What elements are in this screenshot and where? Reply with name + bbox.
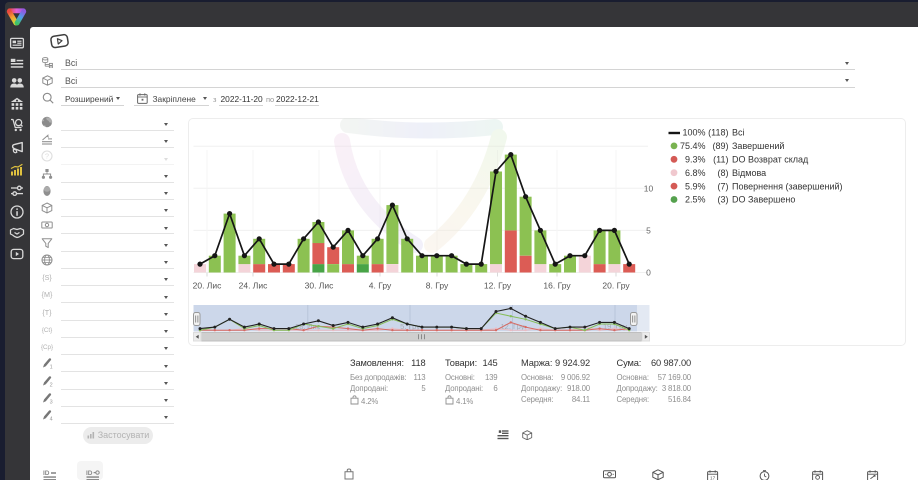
svg-text:{Cp}: {Cp} <box>41 344 53 351</box>
svg-text:Відмова: Відмова <box>732 168 766 178</box>
svg-text:ID: ID <box>43 470 50 477</box>
svg-text:0: 0 <box>646 268 651 278</box>
svg-text:4: 4 <box>50 417 53 422</box>
svg-text:100%: 100% <box>682 128 705 138</box>
svg-text:ID: ID <box>86 470 93 477</box>
svg-text:8. Гру: 8. Гру <box>426 281 449 291</box>
svg-text:6.8%: 6.8% <box>685 168 706 178</box>
svg-text:19. Гру: 19. Гру <box>603 322 627 331</box>
svg-text:12. Гру: 12. Гру <box>501 322 525 331</box>
svg-text:?: ? <box>45 152 49 161</box>
svg-text:{S}: {S} <box>42 273 52 282</box>
svg-text:20. Гру: 20. Гру <box>602 281 630 291</box>
svg-text:5: 5 <box>646 225 651 235</box>
svg-text:Всі: Всі <box>732 128 745 138</box>
svg-text:Завершений: Завершений <box>732 141 784 151</box>
svg-text:9.3%: 9.3% <box>685 155 706 165</box>
svg-text:(89): (89) <box>712 141 728 151</box>
svg-text:4. Гру: 4. Гру <box>369 281 392 291</box>
svg-text:(8): (8) <box>718 168 729 178</box>
svg-text:{T}: {T} <box>42 307 52 316</box>
svg-text:(11): (11) <box>713 155 728 165</box>
svg-text:5. Гру: 5. Гру <box>400 322 420 331</box>
svg-text:10: 10 <box>644 183 654 193</box>
svg-text:(118): (118) <box>708 128 728 138</box>
svg-text:2: 2 <box>50 382 53 387</box>
svg-text:Повернення (завершений): Повернення (завершений) <box>732 181 843 191</box>
svg-text:28. Лис: 28. Лис <box>295 322 321 331</box>
svg-text:2.5%: 2.5% <box>685 195 706 205</box>
svg-text:12. Гру: 12. Гру <box>484 281 512 291</box>
svg-text:{M}: {M} <box>42 290 53 299</box>
svg-text:(3): (3) <box>718 195 729 205</box>
svg-text:{Ct}: {Ct} <box>42 327 52 334</box>
svg-text:DO Завершено: DO Завершено <box>732 195 795 205</box>
svg-text:(7): (7) <box>718 181 729 191</box>
svg-text:75.4%: 75.4% <box>680 141 706 151</box>
svg-text:24. Лис: 24. Лис <box>239 281 269 291</box>
svg-text:DO Возврат склад: DO Возврат склад <box>732 155 809 165</box>
svg-text:30. Лис: 30. Лис <box>305 281 335 291</box>
svg-text:16. Гру: 16. Гру <box>543 281 571 291</box>
svg-text:5.9%: 5.9% <box>685 181 706 191</box>
svg-text:17: 17 <box>710 475 716 480</box>
svg-text:20. Лис: 20. Лис <box>193 281 223 291</box>
svg-text:3: 3 <box>50 399 53 404</box>
svg-text:1: 1 <box>50 365 53 370</box>
